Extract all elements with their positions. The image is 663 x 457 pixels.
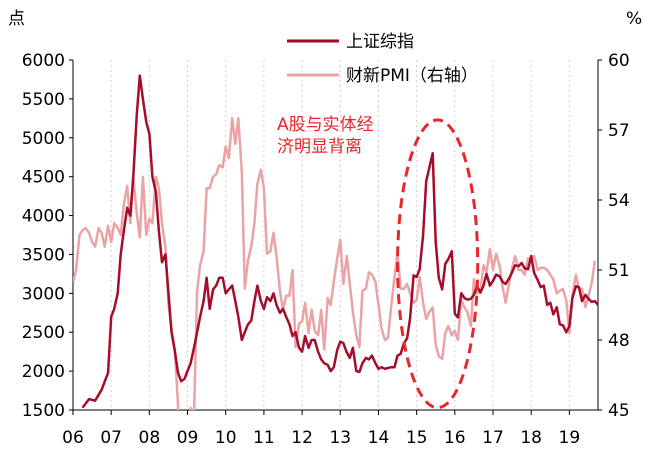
x-tick-label: 16 [444, 428, 466, 448]
right-tick-label: 54 [608, 191, 630, 211]
annotation-text: A股与实体经 [277, 115, 374, 135]
left-tick-label: 4000 [22, 207, 65, 227]
left-tick-label: 3000 [22, 284, 65, 304]
x-tick-label: 17 [482, 428, 504, 448]
x-tick-label: 12 [291, 428, 313, 448]
grid [110, 60, 570, 410]
x-tick-label: 10 [215, 428, 237, 448]
x-tick-label: 13 [329, 428, 351, 448]
right-axis-unit: % [626, 9, 642, 29]
legend-label: 财新PMI（右轴） [346, 66, 478, 86]
left-tick-label: 4500 [22, 168, 65, 188]
right-tick-label: 45 [608, 401, 630, 421]
left-tick-label: 2000 [22, 362, 65, 382]
left-tick-label: 2500 [22, 323, 65, 343]
right-tick-label: 48 [608, 331, 630, 351]
x-tick-label: 11 [253, 428, 275, 448]
axes: 1500 2000 2500 3000 3500 4000 4500 5000 5500 6000… [8, 9, 642, 448]
left-tick-label: 5000 [22, 129, 65, 149]
annotation-text: 济明显背离 [277, 137, 362, 157]
x-tick-label: 18 [520, 428, 542, 448]
x-tick-label: 14 [368, 428, 390, 448]
left-tick-label: 1500 [22, 401, 65, 421]
highlight-ellipse [396, 118, 480, 410]
left-axis-unit: 点 [8, 9, 25, 29]
legend-label: 上证综指 [346, 32, 414, 52]
x-tick-label: 09 [177, 428, 199, 448]
left-tick-label: 6000 [22, 51, 65, 71]
pmi-line [73, 117, 597, 410]
x-tick-label: 06 [62, 428, 84, 448]
x-tick-label: 19 [559, 428, 581, 448]
x-tick-label: 08 [139, 428, 161, 448]
left-tick-label: 5500 [22, 90, 65, 110]
left-tick-label: 3500 [22, 245, 65, 265]
right-tick-label: 57 [608, 121, 630, 141]
index-line [81, 74, 598, 409]
right-tick-label: 51 [608, 261, 630, 281]
series-layer [73, 74, 598, 410]
x-tick-label: 07 [100, 428, 122, 448]
right-tick-label: 60 [608, 51, 630, 71]
x-tick-label: 15 [406, 428, 428, 448]
